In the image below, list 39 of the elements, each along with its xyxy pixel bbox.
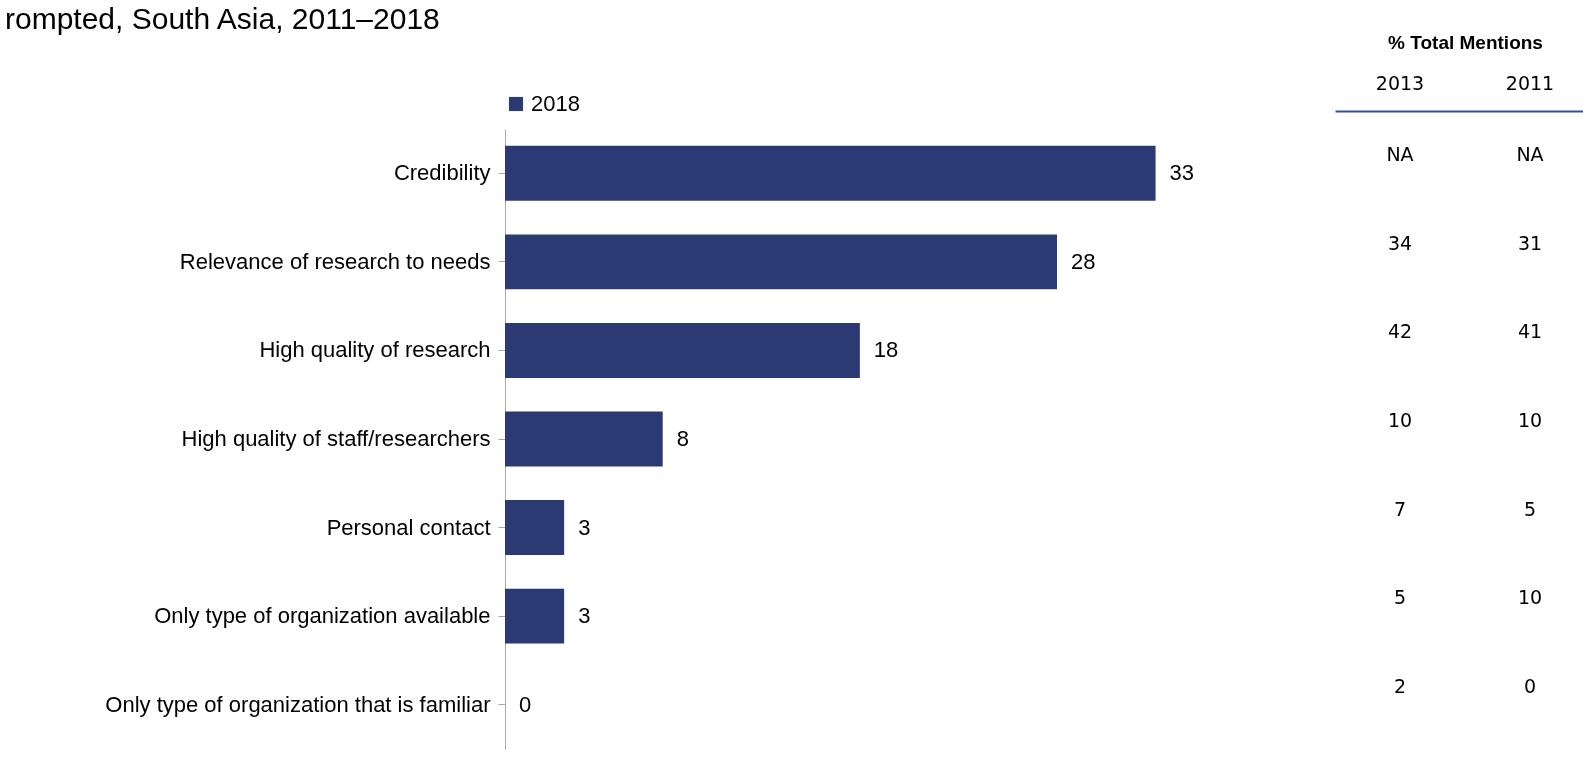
text: 34 — [1387, 231, 1413, 254]
text: 10 — [1517, 586, 1543, 609]
text: 31 — [1517, 231, 1543, 254]
bar — [505, 234, 1057, 290]
data-label: 0 — [519, 691, 532, 717]
text: % Total Mentions — [1388, 31, 1543, 53]
bar — [505, 322, 860, 378]
text: 5 — [1523, 497, 1537, 520]
data-label: 33 — [1169, 160, 1195, 186]
text: 2 — [1393, 674, 1407, 697]
text: 41 — [1517, 320, 1543, 343]
y-tick-label: High quality of staff/researchers — [181, 426, 491, 451]
y-tick-label: High quality of research — [259, 337, 491, 363]
data-label: 28 — [1071, 248, 1096, 274]
y-tick-label: Personal contact — [326, 514, 491, 540]
text: 42 — [1387, 320, 1413, 343]
y-tick-label: Relevance of research to needs — [179, 248, 491, 274]
data-label: 18 — [873, 337, 899, 363]
data-label: 3 — [578, 514, 591, 540]
text: 10 — [1517, 409, 1543, 431]
y-tick-label: Only type of organization that is familiar — [105, 691, 491, 717]
data-label: 3 — [578, 603, 591, 629]
text: NA — [1386, 143, 1414, 166]
text: 7 — [1393, 497, 1407, 520]
category-label: 2011 — [1505, 71, 1555, 94]
bar — [505, 145, 1156, 201]
category-label: 2013 — [1375, 71, 1425, 94]
bar — [505, 588, 565, 644]
y-tick-label: Credibility — [393, 160, 491, 186]
text: 5 — [1393, 586, 1407, 609]
y-tick-label: Only type of organization available — [154, 603, 491, 629]
text: 10 — [1387, 409, 1413, 431]
text: NA — [1516, 143, 1544, 166]
bar — [505, 411, 663, 467]
text: rompted, South Asia, 2011–2018 — [5, 2, 440, 35]
text: 0 — [1523, 674, 1537, 697]
bar — [505, 500, 565, 556]
legend-label: 2018 — [531, 91, 580, 116]
data-label: 8 — [676, 426, 689, 451]
